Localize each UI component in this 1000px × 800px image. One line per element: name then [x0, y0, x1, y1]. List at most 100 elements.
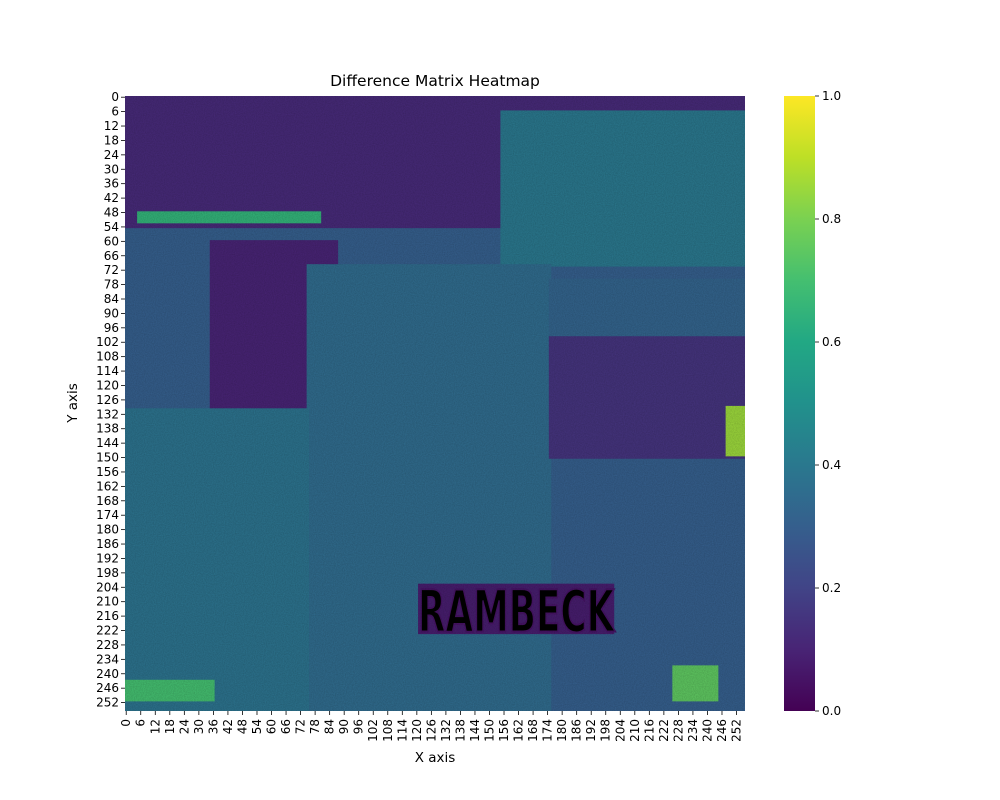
x-tick-label: 168 [526, 719, 540, 742]
colorbar-tick-label: 0.2 [822, 581, 841, 595]
y-tick-label: 246 [96, 681, 119, 695]
y-tick-label: 192 [96, 551, 119, 565]
y-tick-label: 48 [104, 206, 119, 220]
y-tick-label: 108 [96, 350, 119, 364]
y-tick-label: 210 [96, 595, 119, 609]
y-tick-label: 90 [104, 306, 119, 320]
x-tick-label: 162 [512, 719, 526, 742]
x-axis-label: X axis [414, 750, 456, 766]
x-tick-label: 210 [628, 719, 642, 742]
x-tick-label: 18 [163, 719, 177, 734]
y-tick-label: 132 [96, 407, 119, 421]
x-tick-label: 252 [730, 719, 744, 742]
y-tick-label: 156 [96, 465, 119, 479]
x-tick-label: 192 [584, 719, 598, 742]
x-tick-label: 126 [424, 719, 438, 742]
x-tick-label: 156 [497, 719, 511, 742]
y-tick-label: 150 [96, 451, 119, 465]
x-tick-label: 150 [482, 719, 496, 742]
x-tick-label: 90 [337, 719, 351, 734]
y-tick-label: 30 [104, 162, 119, 176]
x-tick-label: 96 [352, 719, 366, 734]
x-tick-label: 24 [177, 719, 191, 734]
y-tick-label: 36 [104, 177, 119, 191]
x-tick-label: 114 [395, 719, 409, 742]
x-tick-label: 60 [265, 719, 279, 734]
colorbar-tick-label: 0.6 [822, 335, 841, 349]
x-tick-label: 204 [613, 719, 627, 742]
x-tick-label: 132 [439, 719, 453, 742]
x-tick-label: 174 [541, 719, 555, 742]
y-tick-label: 204 [96, 580, 119, 594]
colorbar-tick-label: 1.0 [822, 89, 841, 103]
colorbar-ticks: 0.0 0.2 0.4 0.6 0.8 1.0 [815, 89, 841, 718]
y-tick-label: 12 [104, 119, 119, 133]
x-tick-label: 102 [366, 719, 380, 742]
x-tick-label: 78 [308, 719, 322, 734]
y-tick-label: 174 [96, 508, 119, 522]
y-tick-label: 84 [104, 292, 119, 306]
y-tick-label: 180 [96, 523, 119, 537]
y-tick-label: 186 [96, 537, 119, 551]
x-tick-label: 120 [410, 719, 424, 742]
x-tick-label: 138 [453, 719, 467, 742]
x-tick-label: 42 [221, 719, 235, 734]
y-tick-label: 114 [96, 364, 119, 378]
y-tick-label: 228 [96, 638, 119, 652]
y-tick-label: 0 [111, 90, 119, 104]
x-tick-label: 180 [555, 719, 569, 742]
y-tick-label: 240 [96, 667, 119, 681]
colorbar [784, 96, 815, 711]
x-tick-label: 0 [119, 719, 133, 727]
y-tick-label: 126 [96, 393, 119, 407]
y-tick-label: 42 [104, 191, 119, 205]
colorbar-tick-label: 0.0 [822, 704, 841, 718]
x-tick-label: 30 [192, 719, 206, 734]
y-tick-label: 66 [104, 249, 119, 263]
x-tick-label: 66 [279, 719, 293, 734]
heatmap-cells: RAMBECK [125, 96, 745, 711]
x-tick-label: 240 [700, 719, 714, 742]
x-tick-label: 12 [148, 719, 162, 734]
x-tick-label: 108 [381, 719, 395, 742]
x-tick-label: 6 [134, 719, 148, 727]
chart-title: Difference Matrix Heatmap [330, 72, 540, 90]
x-tick-label: 246 [715, 719, 729, 742]
x-tick-label: 222 [657, 719, 671, 742]
colorbar-tick-label: 0.8 [822, 212, 841, 226]
x-tick-label: 228 [671, 719, 685, 742]
x-tick-label: 234 [686, 719, 700, 742]
y-tick-label: 72 [104, 263, 119, 277]
y-tick-label: 198 [96, 566, 119, 580]
y-tick-label: 216 [96, 609, 119, 623]
y-tick-label: 222 [96, 624, 119, 638]
y-axis-label: Y axis [65, 383, 81, 423]
y-tick-label: 234 [96, 652, 119, 666]
y-axis-ticks: 0612182430364248546066727884909610210811… [96, 90, 125, 710]
y-tick-label: 6 [111, 105, 119, 119]
y-tick-label: 162 [96, 479, 119, 493]
x-tick-label: 84 [323, 719, 337, 734]
y-tick-label: 54 [104, 220, 119, 234]
x-tick-label: 48 [235, 719, 249, 734]
y-tick-label: 168 [96, 494, 119, 508]
x-tick-label: 144 [468, 719, 482, 742]
x-tick-label: 36 [206, 719, 220, 734]
x-axis-ticks: 0 6 12 18 24 30 36 42 48 54 60 66 72 78 84 90 96 102 108 11… [119, 711, 744, 742]
x-tick-label: 186 [570, 719, 584, 742]
x-tick-label: 216 [642, 719, 656, 742]
heatmap-texture [125, 96, 745, 711]
y-tick-label: 144 [96, 436, 119, 450]
y-tick-label: 252 [96, 696, 119, 710]
y-tick-label: 60 [104, 234, 119, 248]
y-tick-label: 18 [104, 133, 119, 147]
x-tick-label: 54 [250, 719, 264, 734]
y-tick-label: 102 [96, 335, 119, 349]
x-tick-label: 72 [294, 719, 308, 734]
y-tick-label: 96 [104, 321, 119, 335]
y-tick-label: 120 [96, 378, 119, 392]
y-tick-label: 138 [96, 422, 119, 436]
y-tick-label: 78 [104, 278, 119, 292]
